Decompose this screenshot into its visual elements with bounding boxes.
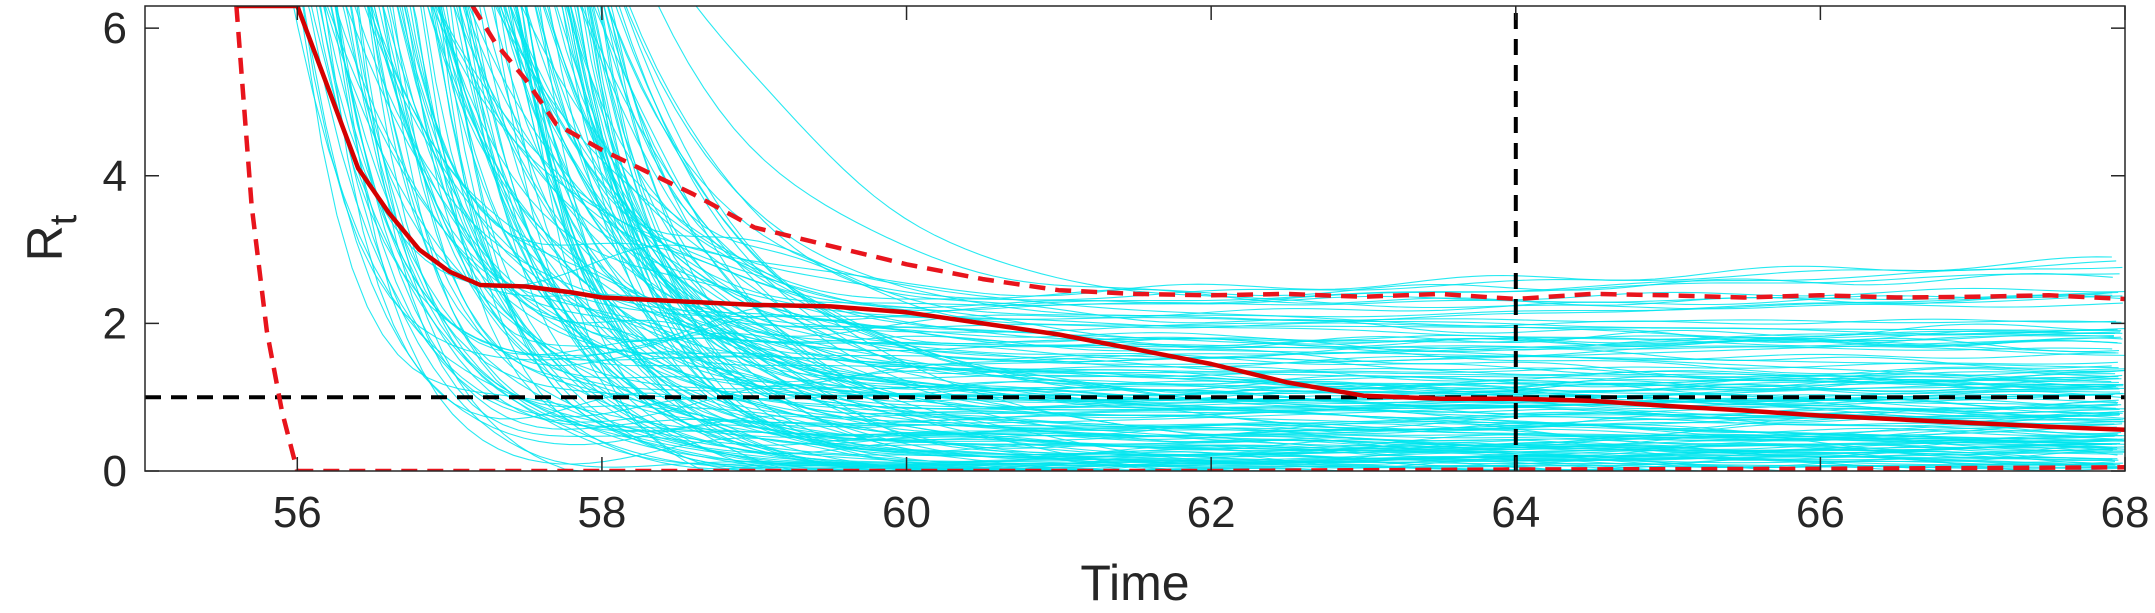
y-axis-ticks: 0 2 4 6: [103, 4, 2125, 496]
ensemble-trajectory: [370, 6, 2115, 471]
ensemble-trajectory: [431, 6, 2125, 445]
ensemble-trajectory: [368, 6, 2119, 410]
ensemble-trajectory: [319, 6, 2124, 471]
ensemble-trajectory: [565, 6, 2113, 299]
ensemble-trajectory: [412, 6, 2125, 471]
x-axis-title: Time: [1080, 555, 1189, 611]
x-tick-label: 62: [1187, 488, 1236, 537]
ensemble-trajectory: [431, 6, 2112, 297]
ensemble-trajectory: [607, 6, 2121, 468]
ensemble-trajectory: [389, 6, 2120, 419]
ensemble-trajectory: [436, 6, 2118, 343]
ensemble-trajectory: [458, 6, 2125, 471]
ensemble-trajectory: [553, 6, 2120, 391]
ensemble-trajectory: [336, 6, 2113, 471]
ensemble-trajectory: [458, 6, 2112, 471]
ensemble-trajectory: [535, 6, 2123, 312]
x-tick-label: 64: [1491, 488, 1540, 537]
ensemble-trajectory: [498, 6, 2116, 408]
ensemble-trajectory: [509, 6, 2113, 307]
x-tick-label: 66: [1796, 488, 1845, 537]
ensemble-trajectory: [409, 6, 2123, 388]
y-axis-title-sub: t: [43, 214, 85, 225]
ensemble-trajectory: [534, 6, 2114, 338]
ensemble-trajectory: [463, 6, 2122, 411]
ensemble-trajectory: [399, 6, 2121, 352]
upper-bound-line: [470, 6, 2125, 302]
ensemble-trajectory: [307, 6, 2123, 471]
plot-frame: [144, 5, 2126, 472]
y-tick-label: 0: [103, 447, 127, 496]
ensemble-trajectory: [479, 6, 2118, 379]
ensemble-trajectory: [625, 6, 2123, 318]
ensemble-trajectory: [502, 6, 2125, 442]
ensemble-trajectory: [524, 6, 2118, 386]
ensemble-trajectory: [576, 6, 2116, 410]
y-tick-label: 4: [103, 152, 127, 201]
x-axis-ticks: 56 58 60 62 64 66 68: [273, 6, 2150, 537]
svg-text:Rt: Rt: [17, 214, 85, 261]
ensemble-trajectory: [330, 6, 2118, 471]
ensemble-trajectory: [579, 6, 2116, 467]
y-axis-title: Rt: [17, 214, 85, 261]
ensemble-trajectory: [607, 6, 2118, 456]
x-tick-label: 56: [273, 488, 322, 537]
ensemble-trajectory: [382, 6, 2121, 417]
ensemble-trajectory: [509, 6, 2119, 383]
ensemble-trajectory: [426, 6, 2122, 346]
ensemble-trajectory: [440, 6, 2125, 471]
ensemble-trajectory: [610, 6, 2122, 332]
ensemble-trajectory: [318, 6, 2117, 301]
x-tick-label: 68: [2101, 488, 2150, 537]
x-tick-label: 60: [882, 488, 931, 537]
ensemble-trajectory: [335, 6, 2112, 415]
ensemble-trajectory: [427, 6, 2119, 369]
y-tick-label: 6: [103, 4, 127, 53]
y-axis-title-main: R: [17, 225, 73, 261]
ensemble-trajectory: [524, 6, 2113, 453]
ensemble-trajectory: [695, 6, 2123, 310]
lower-bound-left-line: [234, 6, 300, 471]
ensemble-trajectory: [397, 6, 2122, 471]
ensemble-trajectory: [342, 6, 2112, 383]
ensemble-trajectory: [323, 6, 2119, 438]
ensemble-trajectory: [433, 6, 2113, 471]
ensemble-trajectory: [324, 6, 2116, 445]
y-tick-label: 2: [103, 299, 127, 348]
x-tick-label: 58: [577, 488, 626, 537]
reference-lines: [145, 6, 2125, 471]
ensemble-trajectory: [437, 6, 2125, 356]
median-line: [236, 6, 2125, 432]
ensemble-trajectory: [440, 6, 2119, 471]
ensemble-trajectory: [450, 6, 2120, 471]
ensemble-trajectory: [403, 6, 2122, 324]
ensemble-trajectory: [378, 6, 2115, 471]
ensemble-trajectory: [607, 6, 2119, 354]
ensemble-trajectory: [292, 6, 2125, 471]
ensemble-trajectory: [370, 6, 2119, 435]
median-line-group: [236, 6, 2125, 432]
ensemble-trajectories: [292, 6, 2125, 471]
ensemble-trajectory: [590, 6, 2117, 329]
ensemble-trajectory: [303, 6, 2124, 466]
ensemble-trajectory: [366, 6, 2112, 471]
ensemble-trajectory: [405, 6, 2125, 309]
ensemble-trajectory: [438, 6, 2124, 471]
